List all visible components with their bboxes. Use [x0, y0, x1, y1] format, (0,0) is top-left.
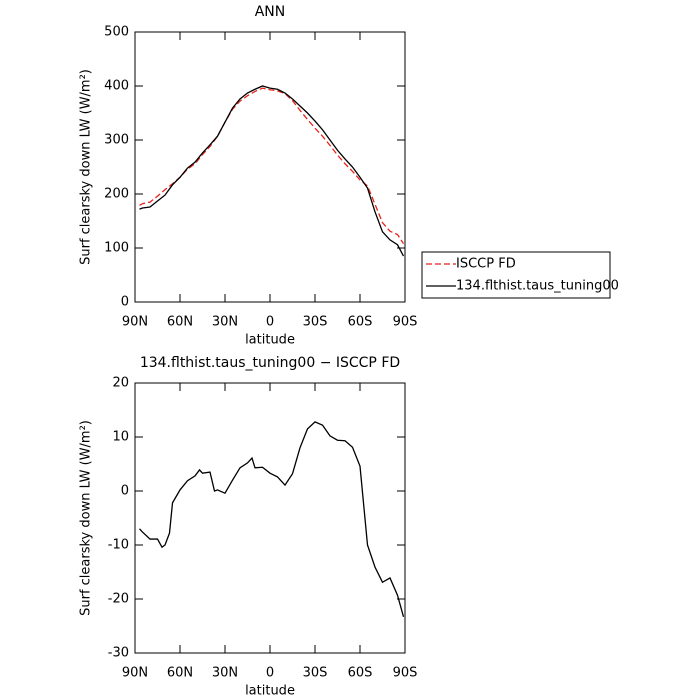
y-tick-label: -10 [108, 538, 129, 553]
x-tick-label: 60S [348, 315, 373, 330]
data-line [139, 421, 405, 617]
x-tick-label: 90S [393, 666, 418, 681]
y-tick-label: 0 [121, 484, 129, 499]
data-line [139, 85, 405, 257]
x-tick-label: 90S [393, 315, 418, 330]
plot-frame [134, 31, 406, 303]
y-tick-label: 200 [104, 187, 129, 202]
x-tick-label: 60N [167, 666, 193, 681]
x-tick-label: 90N [122, 666, 148, 681]
y-tick-label: -30 [108, 646, 129, 661]
y-tick-label: 100 [104, 241, 129, 256]
y-axis-label: Surf clearsky down LW (W/m²) [79, 420, 94, 616]
x-axis-label: latitude [245, 684, 295, 699]
legend-label: 134.flthist.taus_tuning00 [456, 279, 619, 294]
chart-title: 134.flthist.taus_tuning00 − ISCCP FD [140, 355, 400, 371]
chart-title: ANN [255, 4, 286, 20]
x-tick-label: 60N [167, 315, 193, 330]
x-tick-label: 30N [212, 666, 238, 681]
y-tick-label: 500 [104, 25, 129, 40]
y-tick-label: -20 [108, 592, 129, 607]
x-tick-label: 30N [212, 315, 238, 330]
x-tick-label: 30S [303, 315, 328, 330]
legend-label: ISCCP FD [456, 257, 516, 272]
x-axis-label: latitude [245, 333, 295, 348]
x-tick-label: 90N [122, 315, 148, 330]
x-tick-label: 30S [303, 666, 328, 681]
plot-frame [134, 382, 406, 654]
y-tick-label: 0 [121, 295, 129, 310]
y-tick-label: 300 [104, 133, 129, 148]
x-tick-label: 60S [348, 666, 373, 681]
legend-box [421, 251, 611, 299]
y-tick-label: 10 [112, 430, 129, 445]
data-line [139, 87, 405, 245]
y-tick-label: 20 [112, 376, 129, 391]
y-axis-label: Surf clearsky down LW (W/m²) [79, 69, 94, 265]
x-tick-label: 0 [266, 315, 274, 330]
y-tick-label: 400 [104, 79, 129, 94]
x-tick-label: 0 [266, 666, 274, 681]
